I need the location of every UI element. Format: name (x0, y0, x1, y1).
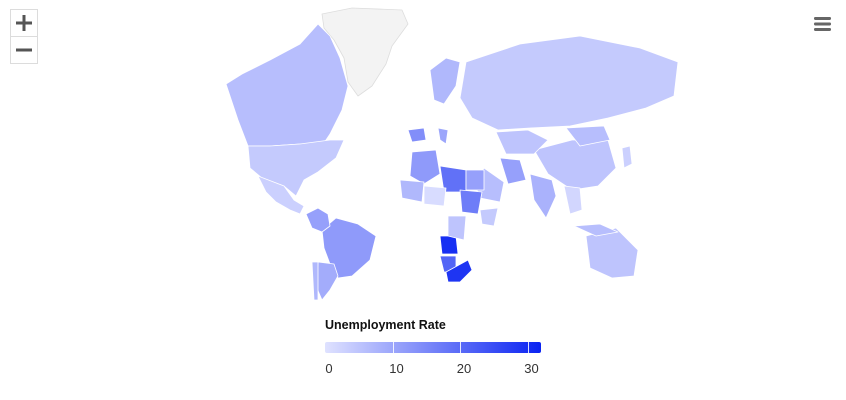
zoom-controls (10, 9, 38, 64)
legend-divider (527, 342, 529, 353)
region-mexico[interactable] (257, 175, 305, 215)
region-kazakhstan[interactable] (495, 129, 549, 155)
region-sudan[interactable] (459, 189, 483, 215)
region-argentina[interactable] (315, 261, 339, 301)
legend-tick-label: 0 (325, 361, 333, 376)
legend-ticks: 0 10 20 30 (325, 361, 545, 377)
hamburger-icon (814, 17, 831, 31)
region-canada[interactable] (225, 23, 349, 147)
region-ethiopia[interactable] (479, 207, 499, 227)
region-colombia[interactable] (305, 207, 331, 233)
plus-icon (16, 15, 32, 31)
region-united-states[interactable] (247, 139, 345, 197)
chart-menu-button[interactable] (812, 14, 834, 34)
region-niger[interactable] (423, 185, 447, 207)
region-italy[interactable] (437, 127, 449, 145)
legend-color-bar (325, 342, 541, 353)
region-japan[interactable] (621, 145, 633, 169)
region-spain[interactable] (407, 127, 427, 143)
world-map-svg[interactable] (160, 6, 686, 304)
region-scandinavia[interactable] (429, 57, 461, 105)
region-southeast-asia[interactable] (563, 185, 583, 215)
region-egypt[interactable] (465, 169, 485, 191)
legend-tick-label: 10 (389, 361, 404, 376)
region-algeria[interactable] (409, 149, 441, 185)
region-mongolia[interactable] (565, 125, 611, 147)
region-india[interactable] (529, 173, 557, 219)
legend-tick-label: 20 (456, 361, 472, 376)
region-iran[interactable] (499, 157, 527, 185)
region-australia[interactable] (585, 227, 639, 279)
region-brazil[interactable] (321, 217, 377, 279)
region-indonesia[interactable] (573, 223, 619, 237)
color-legend: Unemployment Rate 0 10 20 30 (325, 318, 545, 377)
minus-icon (16, 48, 32, 52)
zoom-out-button[interactable] (10, 37, 38, 64)
region-chile[interactable] (311, 261, 319, 301)
region-dr-congo[interactable] (447, 215, 467, 241)
world-map[interactable] (160, 6, 686, 304)
legend-divider (460, 342, 461, 353)
legend-title: Unemployment Rate (325, 318, 446, 332)
zoom-in-button[interactable] (10, 9, 38, 37)
region-angola[interactable] (439, 235, 459, 255)
region-russia[interactable] (459, 35, 679, 131)
legend-divider (392, 342, 394, 353)
region-south-africa[interactable] (445, 259, 473, 283)
region-greenland[interactable] (321, 7, 409, 97)
region-mali[interactable] (399, 179, 425, 203)
legend-tick-label: 30 (524, 361, 539, 376)
